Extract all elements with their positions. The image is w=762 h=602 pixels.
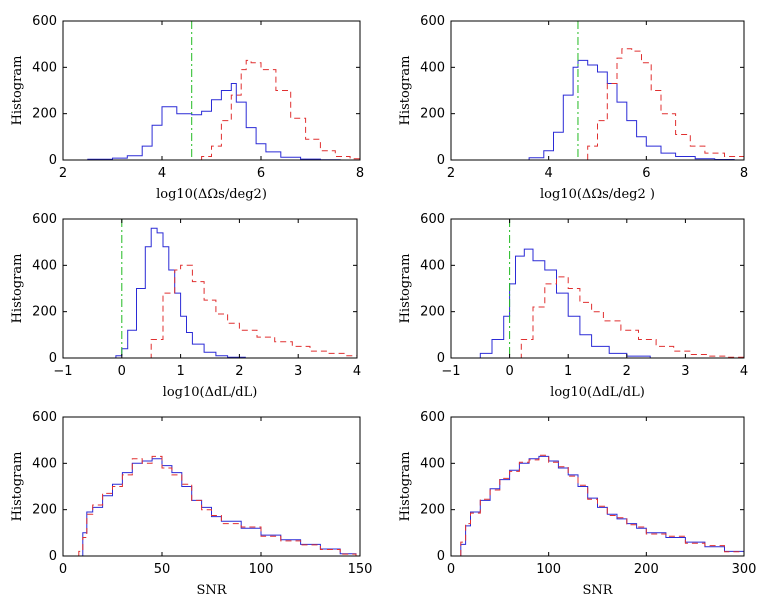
y-tick-label: 400	[32, 456, 57, 471]
y-tick-label: 400	[32, 258, 57, 273]
x-axis-label: log10(ΔdL/dL)	[550, 385, 645, 400]
x-tick-label: 2	[447, 166, 455, 181]
series-dashed-line	[78, 455, 357, 556]
series-dashed-line	[139, 264, 358, 359]
y-tick-label: 200	[420, 107, 445, 122]
y-tick-label: 200	[32, 305, 57, 320]
x-axis-label: log10(ΔdL/dL)	[163, 385, 258, 400]
y-tick-label: 600	[420, 410, 445, 425]
x-tick-label: 8	[740, 166, 748, 181]
series-solid-line	[63, 83, 360, 161]
y-tick-label: 400	[420, 258, 445, 273]
x-tick-label: −1	[53, 364, 72, 379]
y-tick-label: 0	[437, 351, 445, 366]
x-tick-label: 200	[634, 562, 659, 577]
chart-panel-bottom-right: 0 100 200 300 0 200 400 600 Histogram SNR	[398, 410, 756, 598]
x-tick-label: 0	[59, 562, 67, 577]
x-tick-label: 50	[154, 562, 171, 577]
x-tick-label: 4	[158, 166, 166, 181]
y-tick-label: 200	[420, 503, 445, 518]
x-tick-label: 0	[118, 364, 126, 379]
axes-frame	[62, 416, 361, 557]
y-tick-label: 400	[32, 60, 57, 75]
y-axis-label: Histogram	[398, 56, 413, 126]
x-axis-label: log10(ΔΩs/deg2)	[156, 187, 267, 202]
series-solid-line	[104, 227, 246, 359]
y-axis-label: Histogram	[398, 452, 413, 522]
x-tick-label: 100	[536, 562, 561, 577]
x-tick-label: 4	[545, 166, 553, 181]
x-tick-label: 8	[356, 166, 364, 181]
x-tick-label: 2	[623, 364, 631, 379]
series-dashed-line	[460, 454, 745, 556]
y-axis-label: Histogram	[10, 452, 25, 522]
x-tick-label: 100	[249, 562, 274, 577]
axes-frame	[450, 218, 745, 359]
x-tick-label: 0	[447, 562, 455, 577]
y-axis-label: Histogram	[10, 56, 25, 126]
axes-frame	[450, 20, 745, 161]
chart-panel-bottom-left: 0 50 100 150 0 200 400 600 Histogram SNR	[10, 410, 372, 598]
x-tick-label: 4	[740, 364, 748, 379]
x-tick-label: 4	[353, 364, 361, 379]
y-tick-label: 0	[49, 549, 57, 564]
series-solid-line	[468, 248, 651, 359]
y-tick-label: 0	[49, 153, 57, 168]
x-axis-label: SNR	[196, 583, 227, 598]
y-tick-label: 600	[32, 14, 57, 29]
y-tick-label: 200	[32, 107, 57, 122]
series-solid-line	[78, 458, 357, 557]
y-axis-label: Histogram	[10, 254, 25, 324]
x-tick-label: 2	[235, 364, 243, 379]
y-axis-label: Histogram	[398, 254, 413, 324]
x-axis-label: SNR	[582, 583, 613, 598]
y-tick-label: 600	[420, 14, 445, 29]
axes-frame	[62, 218, 358, 359]
x-tick-label: 1	[176, 364, 184, 379]
y-tick-label: 200	[420, 305, 445, 320]
series-dashed-line	[578, 48, 745, 161]
axes-frame	[450, 416, 745, 557]
y-tick-label: 600	[32, 410, 57, 425]
y-tick-label: 0	[437, 153, 445, 168]
x-tick-label: 3	[294, 364, 302, 379]
x-tick-label: 300	[732, 562, 757, 577]
y-tick-label: 200	[32, 503, 57, 518]
x-tick-label: 2	[59, 166, 67, 181]
y-tick-label: 0	[437, 549, 445, 564]
y-tick-label: 600	[420, 212, 445, 227]
chart-panel-top-left: 2 4 6 8 0 200 400 600 Histogram log10(ΔΩs/deg2)	[10, 14, 364, 202]
series-dashed-line	[191, 59, 361, 161]
x-tick-label: 6	[642, 166, 650, 181]
x-tick-label: 3	[681, 364, 689, 379]
x-tick-label: 6	[257, 166, 265, 181]
x-axis-label: log10(ΔΩs/deg2 )	[540, 187, 655, 202]
series-solid-line	[509, 59, 735, 161]
x-tick-label: 1	[564, 364, 572, 379]
x-tick-label: 150	[348, 562, 373, 577]
y-tick-label: 600	[32, 212, 57, 227]
x-tick-label: 0	[505, 364, 513, 379]
x-tick-label: −1	[441, 364, 460, 379]
y-tick-label: 400	[420, 60, 445, 75]
y-tick-label: 0	[49, 351, 57, 366]
axes-frame	[62, 20, 361, 161]
y-tick-label: 400	[420, 456, 445, 471]
chart-panel-top-right: 2 4 6 8 0 200 400 600 Histogram log10(ΔΩs/deg2 )	[398, 14, 748, 202]
series-dashed-line	[509, 276, 745, 359]
